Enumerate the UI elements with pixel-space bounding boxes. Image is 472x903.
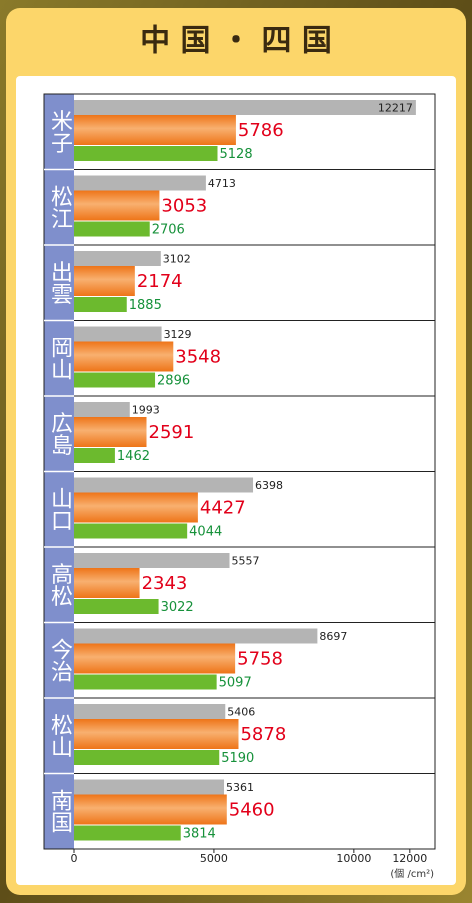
- category-label: 岡山: [47, 336, 72, 380]
- category-label: 松江: [47, 185, 73, 229]
- value-label: 5758: [237, 649, 283, 670]
- value-label: 2343: [142, 573, 188, 594]
- value-label: 1993: [132, 404, 160, 417]
- value-label: 8697: [319, 630, 347, 643]
- value-label: 5786: [238, 120, 284, 141]
- category-label: 山口: [47, 487, 72, 531]
- bar: [74, 190, 160, 221]
- bar: [74, 115, 236, 145]
- bar: [74, 448, 115, 463]
- x-tick-label: 12000: [392, 852, 427, 865]
- bar: [74, 341, 174, 372]
- value-label: 4713: [208, 177, 236, 190]
- bar: [74, 553, 230, 568]
- bar: [74, 417, 147, 447]
- category-label: 高松: [47, 563, 73, 607]
- bar: [74, 266, 135, 296]
- bar: [74, 372, 156, 388]
- value-label: 6398: [255, 479, 283, 492]
- category-label: 広島: [47, 412, 73, 456]
- value-label: 3814: [183, 827, 216, 842]
- value-label: 5557: [232, 555, 260, 568]
- bar: [74, 326, 162, 342]
- bar: [74, 704, 226, 719]
- x-axis-label: (個 /cm²): [390, 867, 434, 880]
- value-label: 2591: [149, 422, 195, 443]
- value-label: 3053: [161, 196, 207, 217]
- category-label: 今治: [47, 638, 73, 682]
- category-label: 米子: [47, 110, 73, 154]
- bar: [74, 251, 161, 266]
- category-label: 出雲: [47, 261, 72, 305]
- value-label: 4427: [200, 498, 246, 519]
- bar: [74, 523, 188, 539]
- value-label: 3129: [164, 328, 192, 341]
- bar: [74, 297, 127, 312]
- category-label: 南国: [47, 789, 72, 833]
- x-tick-label: 0: [71, 852, 78, 865]
- value-label: 5878: [240, 724, 286, 745]
- value-label: 2896: [157, 374, 190, 389]
- bar: [74, 175, 206, 191]
- bar: [74, 643, 236, 674]
- bar: [74, 750, 220, 765]
- value-label: 5190: [221, 751, 254, 766]
- bar: [74, 221, 150, 237]
- bar: [74, 628, 318, 644]
- category-label: 松山: [47, 714, 73, 758]
- bar: [74, 146, 218, 161]
- value-label: 5361: [226, 781, 254, 794]
- value-label: 5097: [219, 676, 252, 691]
- x-tick-label: 5000: [200, 852, 228, 865]
- value-label: 1885: [129, 298, 162, 313]
- value-label: 3102: [163, 253, 191, 266]
- chart-title: 中 国 ・ 四 国: [140, 24, 332, 59]
- value-label: 4044: [189, 525, 222, 540]
- value-label: 3548: [175, 347, 221, 368]
- bar: [74, 674, 217, 690]
- x-tick-label: 10000: [336, 852, 371, 865]
- bar: [74, 477, 254, 493]
- bar: [74, 719, 239, 749]
- value-label: 5460: [229, 800, 275, 821]
- value-label: 2174: [137, 271, 183, 292]
- bar: [74, 568, 140, 598]
- bar: [74, 794, 227, 825]
- bar: [74, 779, 225, 795]
- value-label: 5128: [220, 147, 253, 162]
- bar: [74, 599, 159, 614]
- value-label: 5406: [227, 706, 255, 719]
- bar: [74, 492, 198, 523]
- bar: [74, 402, 130, 417]
- bar: [74, 825, 181, 841]
- value-label: 3022: [161, 600, 194, 615]
- value-label: 12217: [378, 102, 413, 115]
- value-label: 2706: [152, 223, 185, 238]
- bar: [74, 100, 416, 115]
- value-label: 1462: [117, 449, 150, 464]
